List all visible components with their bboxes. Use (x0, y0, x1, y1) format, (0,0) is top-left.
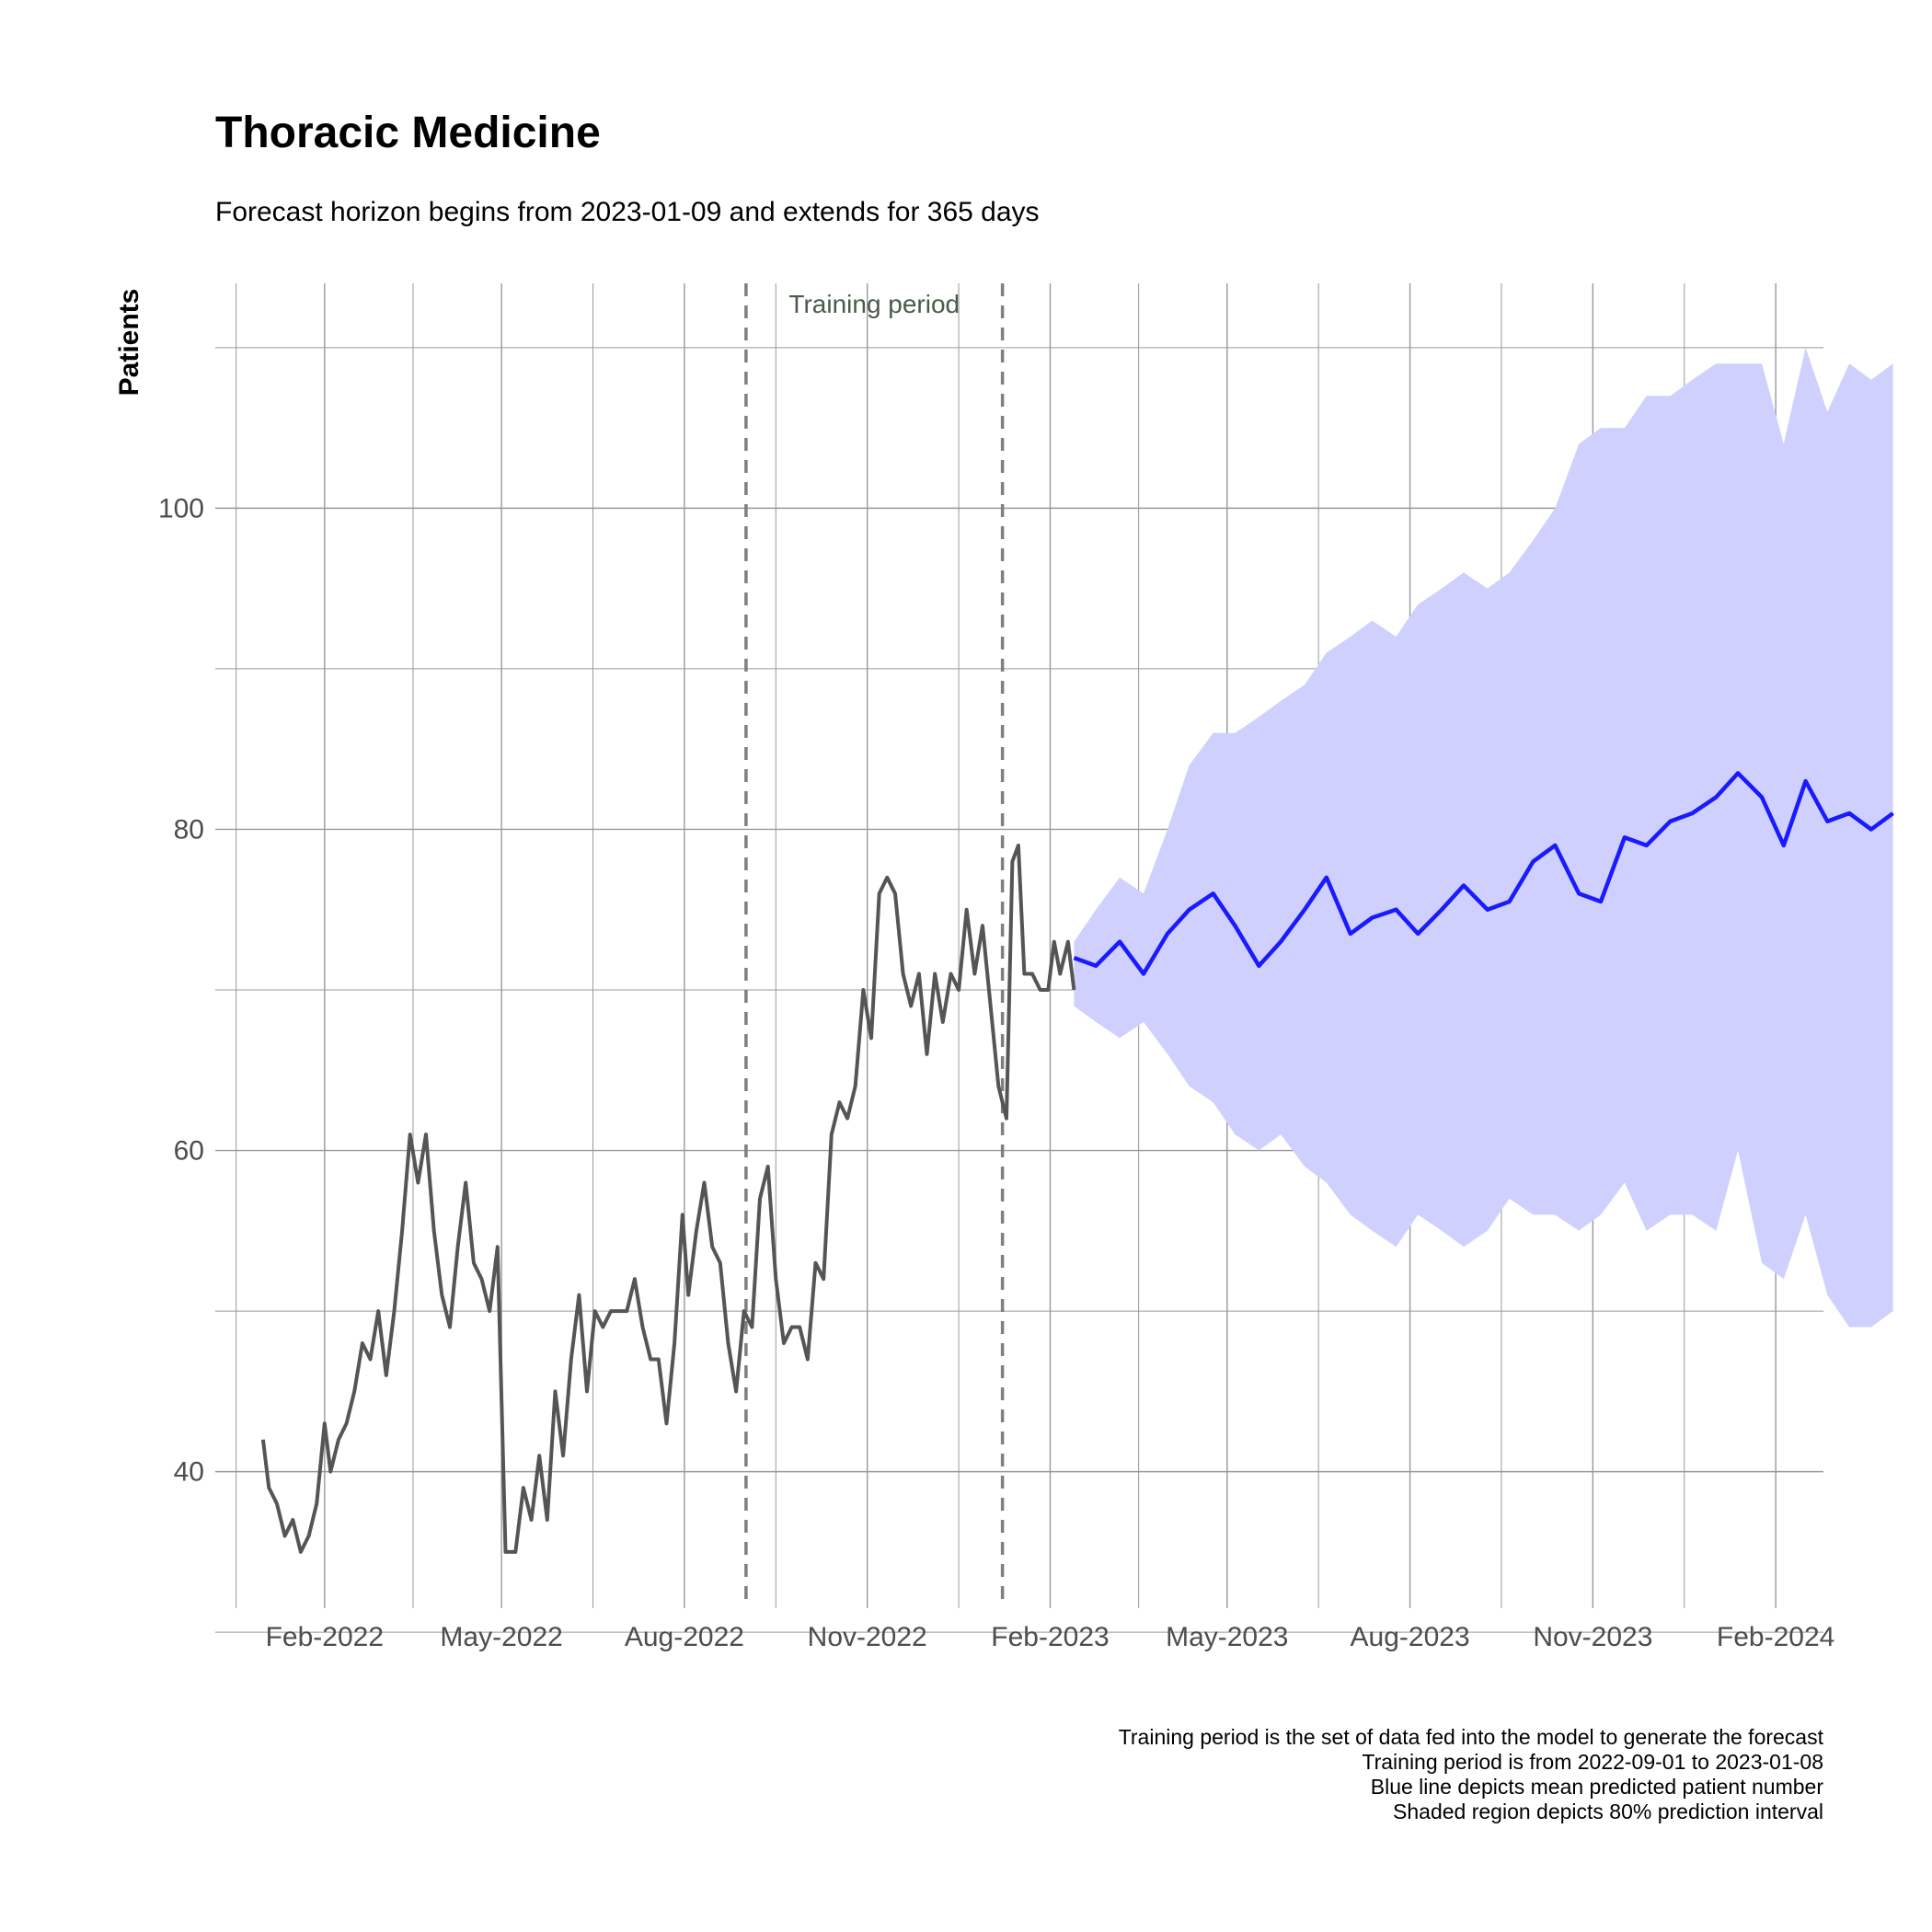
x-tick-label: Nov-2023 (1533, 1622, 1652, 1652)
caption-line-4: Shaded region depicts 80% prediction int… (1393, 1800, 1823, 1823)
x-tick-label: May-2023 (1166, 1622, 1288, 1652)
x-tick-label: Feb-2022 (266, 1622, 384, 1652)
y-tick-label: 60 (174, 1136, 204, 1167)
x-tick-label: Feb-2023 (991, 1622, 1109, 1652)
x-tick-label: Aug-2023 (1351, 1622, 1470, 1652)
y-tick-label: 100 (158, 493, 204, 523)
caption-line-3: Blue line depicts mean predicted patient… (1371, 1775, 1824, 1799)
y-axis-ticks: 40 60 80 100 (158, 493, 204, 1487)
x-tick-label: Feb-2024 (1717, 1622, 1834, 1652)
chart-title: Thoracic Medicine (215, 109, 601, 157)
y-tick-label: 40 (174, 1457, 204, 1488)
x-axis-ticks: Feb-2022 May-2022 Aug-2022 Nov-2022 Feb-2023… (266, 1622, 1835, 1652)
prediction-interval-layer (1074, 347, 1893, 1328)
x-tick-label: Nov-2022 (808, 1622, 927, 1652)
chart-subtitle: Forecast horizon begins from 2023-01-09 … (215, 197, 1040, 227)
observed-line (260, 843, 1076, 1554)
y-tick-label: 80 (174, 814, 204, 845)
training-period-label: Training period (788, 290, 960, 318)
caption: Training period is the set of data fed i… (1119, 1725, 1824, 1823)
grid-major (215, 283, 1823, 1608)
prediction-interval-ribbon (1074, 347, 1893, 1328)
forecast-mean-line (1073, 771, 1894, 976)
training-period-markers (744, 283, 1005, 1608)
x-tick-label: May-2022 (440, 1622, 562, 1652)
caption-line-1: Training period is the set of data fed i… (1119, 1725, 1824, 1749)
x-tick-label: Aug-2022 (625, 1622, 744, 1652)
caption-line-2: Training period is from 2022-09-01 to 20… (1362, 1750, 1823, 1774)
series-layer (260, 771, 1894, 1554)
y-axis-label: Patients (114, 289, 144, 397)
